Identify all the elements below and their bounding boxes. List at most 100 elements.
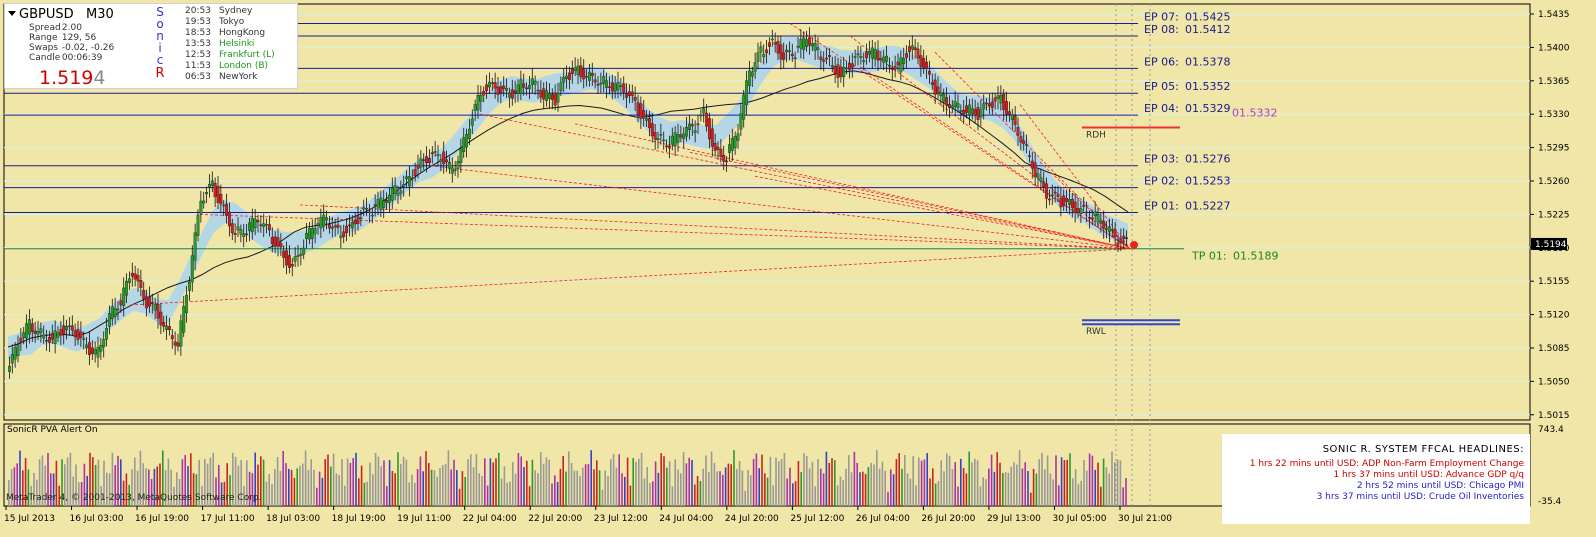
volume-bar [106, 472, 108, 506]
volume-bar [117, 455, 119, 506]
volume-bar [36, 479, 38, 506]
y-tick-label: 1.5260 [1538, 177, 1570, 187]
candle-body [490, 82, 494, 84]
volume-bar [573, 470, 576, 506]
candle-body [1113, 229, 1117, 238]
indicator-label: SonicR PVA Alert On [7, 425, 98, 435]
candle-body [130, 272, 134, 277]
dropdown-triangle-icon[interactable] [8, 11, 16, 16]
candle-body [510, 89, 514, 99]
volume-bar [318, 471, 321, 506]
candle-body [1087, 217, 1091, 219]
volume-bar [1038, 459, 1040, 506]
volume-bar [671, 486, 674, 506]
stat-label: Range [29, 33, 58, 43]
session-time: 11:53 [185, 61, 211, 71]
candle-body [525, 87, 529, 90]
candle-body [745, 80, 749, 105]
candle-body [302, 247, 306, 255]
entry-point-name: EP 01: [1144, 199, 1179, 212]
indicator-y-min-label: -35.4 [1538, 497, 1562, 507]
candle-body [473, 104, 477, 111]
session-time: 20:53 [185, 6, 211, 16]
candle-body [947, 104, 951, 109]
session-city: HongKong [219, 28, 266, 38]
candle-body [165, 325, 169, 330]
volume-bar [965, 473, 968, 506]
candle-body [1013, 115, 1017, 125]
candle-body [25, 323, 29, 339]
volume-bar [290, 469, 293, 506]
candle-body [245, 233, 249, 236]
candle-body [765, 49, 769, 54]
timeframe: M30 [86, 7, 114, 22]
volume-bar [218, 465, 220, 506]
candle-body [1053, 192, 1057, 194]
volume-bar [232, 452, 234, 506]
candle-body [99, 344, 103, 352]
candle-body [922, 57, 926, 68]
candle-body [53, 330, 57, 344]
candle-body [339, 235, 343, 239]
candle-body [782, 52, 786, 60]
volume-bar [808, 468, 811, 506]
volume-bar [346, 458, 349, 506]
candle-body [102, 339, 106, 348]
volume-bar [948, 455, 951, 506]
take-profit-label: TP 01: 01.5189 [1191, 250, 1279, 263]
candle-body [436, 153, 440, 157]
volume-bar [313, 469, 315, 506]
candle-body [990, 101, 994, 108]
candle-body [533, 80, 537, 85]
candle-body [907, 46, 911, 53]
candle-body [862, 60, 866, 63]
volume-bar [733, 450, 735, 506]
volume-bar [369, 462, 371, 506]
volume-bar [8, 480, 10, 506]
candle-body [856, 53, 860, 56]
candle-body [1093, 211, 1097, 216]
entry-point-label: EP 02: 01.5253 [1144, 175, 1231, 188]
volume-bar [358, 478, 360, 506]
entry-point-value: 01.5253 [1185, 175, 1231, 188]
volume-bar [411, 474, 413, 506]
candle-body [767, 42, 771, 47]
candle-body [276, 237, 280, 247]
candle-body [142, 290, 146, 300]
candle-body [930, 82, 934, 85]
volume-bar [1046, 455, 1049, 506]
candle-body [250, 218, 254, 233]
candle-body [127, 278, 131, 283]
candle-body [1002, 94, 1006, 110]
volume-bar [461, 471, 464, 506]
y-tick-label: 1.5435 [1538, 10, 1570, 20]
candle-body [685, 127, 689, 137]
volume-bar [559, 468, 562, 506]
volume-bar [915, 485, 917, 506]
volume-bar [831, 458, 833, 506]
volume-bar [1002, 473, 1004, 506]
candle-body [905, 53, 909, 58]
volume-bar [1027, 471, 1029, 506]
candle-body [467, 128, 471, 139]
candle-body [605, 80, 609, 88]
volume-bar [940, 460, 942, 506]
volume-bar [108, 473, 111, 506]
volume-bar [934, 483, 937, 506]
fan-line [1019, 104, 1131, 249]
volume-bar [694, 484, 696, 506]
candle-body [816, 47, 820, 50]
sonic-letter: R [155, 66, 165, 81]
candle-body [310, 227, 314, 239]
volume-bar [584, 464, 587, 506]
x-tick-label: 25 Jul 12:00 [790, 514, 844, 524]
candle-body [933, 79, 937, 95]
volume-bar [332, 453, 335, 506]
volume-bar [722, 474, 724, 506]
candle-body [393, 185, 397, 194]
volume-bar [803, 453, 805, 506]
candle-body [813, 43, 817, 51]
candle-body [182, 306, 186, 333]
session-clock: 06:53 NewYork [185, 72, 257, 82]
